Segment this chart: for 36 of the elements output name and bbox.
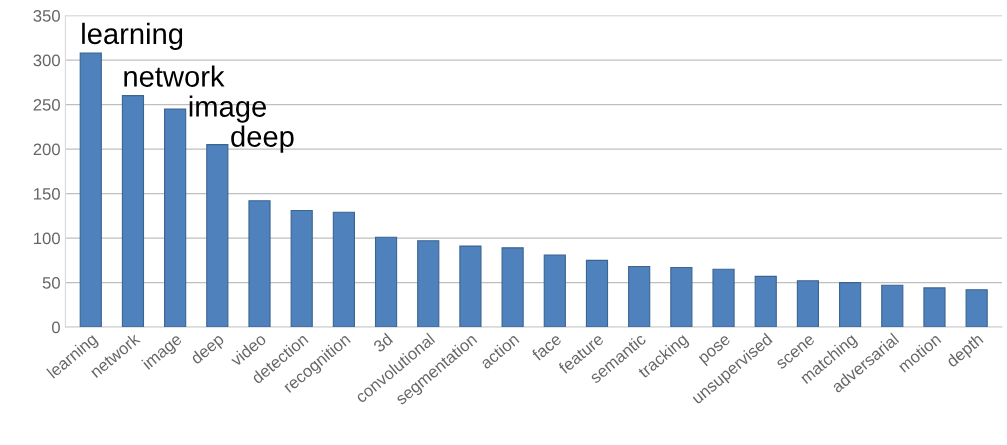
annotation: image	[189, 95, 266, 123]
annotation: network	[124, 65, 225, 87]
y-tick-label: 50	[42, 276, 60, 289]
bar	[79, 52, 102, 328]
bar	[965, 289, 988, 328]
y-tick-label: 100	[34, 232, 60, 245]
bar	[796, 280, 820, 328]
x-tick-label: face	[530, 332, 563, 362]
bar	[543, 254, 566, 328]
bar	[670, 266, 693, 328]
annotation: learning	[82, 22, 183, 50]
y-tick-label: 0	[51, 321, 60, 334]
bar	[459, 245, 482, 328]
bar	[417, 240, 440, 328]
bar	[838, 282, 862, 328]
bar	[712, 268, 735, 328]
y-tick-label: 300	[33, 54, 60, 67]
bar	[164, 108, 187, 328]
y-tick-label: 250	[33, 98, 60, 111]
bar	[923, 287, 946, 328]
y-tick-label: 350	[33, 9, 60, 22]
bar	[332, 211, 355, 328]
y-tick-label: 150	[34, 187, 60, 200]
bar	[121, 95, 145, 328]
bar	[754, 275, 777, 328]
bar	[501, 247, 524, 328]
bar	[206, 144, 229, 328]
bar	[290, 209, 313, 328]
bar	[374, 236, 398, 328]
annotation: deep	[231, 125, 294, 153]
x-tick-label: deep	[189, 332, 227, 368]
y-tick-label: 200	[33, 143, 60, 156]
bar	[881, 284, 904, 328]
bar	[628, 266, 651, 328]
bar	[585, 259, 609, 328]
bar	[248, 200, 271, 328]
